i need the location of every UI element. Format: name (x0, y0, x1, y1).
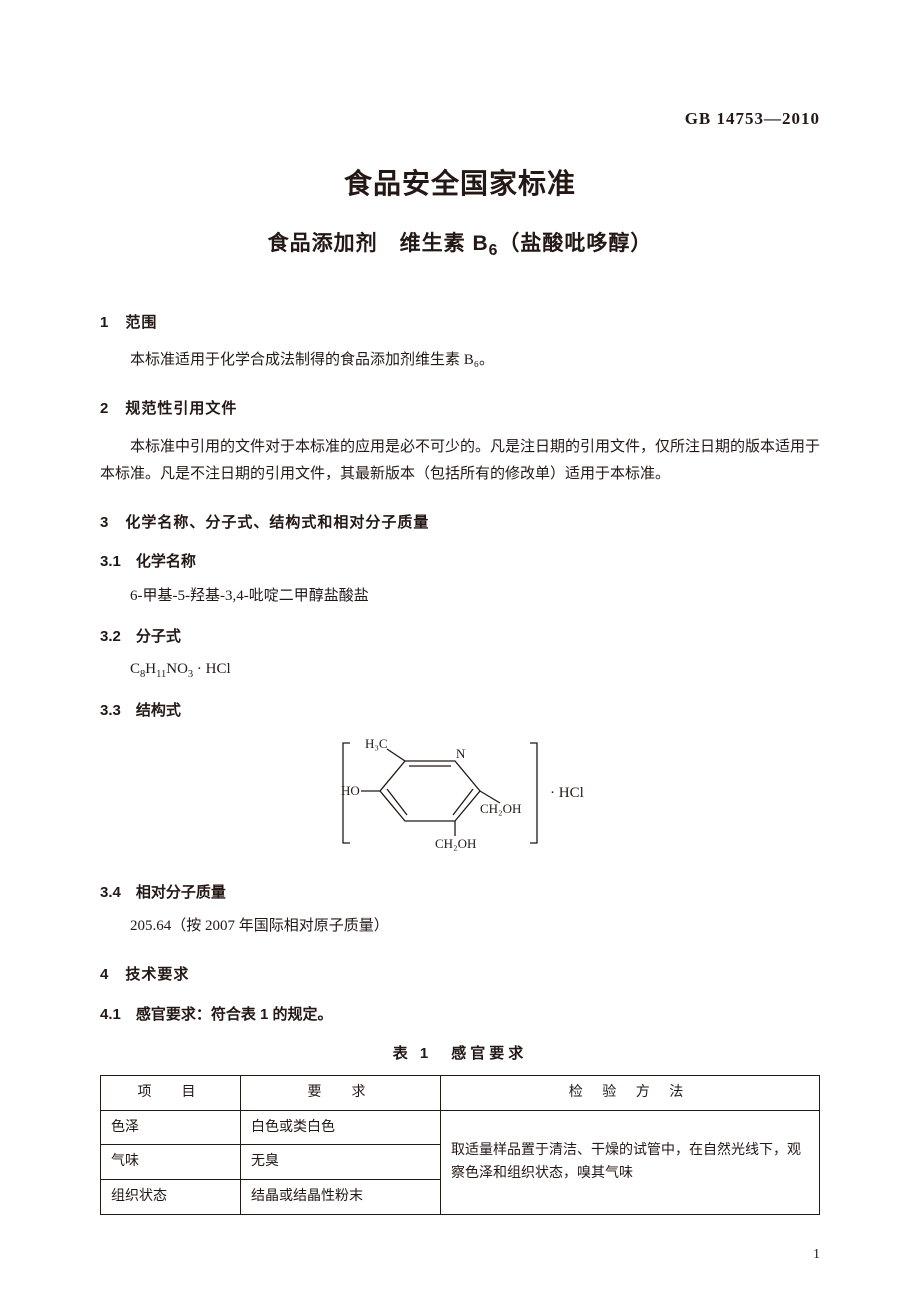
cell-item: 气味 (101, 1145, 241, 1180)
cell-item: 色泽 (101, 1110, 241, 1145)
th-method: 检 验 方 法 (441, 1075, 820, 1110)
section-4-1-heading: 4.1 感官要求：符合表 1 的规定。 (100, 1002, 820, 1028)
content-body: 1 范围 本标准适用于化学合成法制得的食品添加剂维生素 B₆。 2 规范性引用文… (100, 310, 820, 1216)
sub-title-sub: 6 (489, 242, 499, 259)
section-4-heading: 4 技术要求 (100, 962, 820, 988)
label-hcl: · HCl (550, 785, 584, 801)
cell-req: 结晶或结晶性粉末 (241, 1180, 441, 1215)
section-1-body: 本标准适用于化学合成法制得的食品添加剂维生素 B₆。 (100, 347, 820, 374)
structural-formula: H₃C N HO CH₂OH CH₂OH · HCl (100, 731, 820, 866)
sub-title: 食品添加剂 维生素 B6（盐酸吡哆醇） (100, 226, 820, 265)
section-2-body: 本标准中引用的文件对于本标准的应用是必不可少的。凡是注日期的引用文件，仅所注日期… (100, 434, 820, 488)
th-item: 项 目 (101, 1075, 241, 1110)
sub-title-suffix: （盐酸吡哆醇） (498, 232, 652, 255)
table-row: 色泽 白色或类白色 取适量样品置于清洁、干燥的试管中，在自然光线下，观察色泽和组… (101, 1110, 820, 1145)
label-ch2oh-bottom: CH₂OH (435, 836, 476, 851)
section-1-heading: 1 范围 (100, 310, 820, 336)
label-ho: HO (341, 783, 360, 798)
th-req: 要 求 (241, 1075, 441, 1110)
label-ch2oh-right: CH₂OH (480, 801, 521, 816)
main-title: 食品安全国家标准 (100, 160, 820, 208)
page-number: 1 (813, 1243, 820, 1267)
section-3-4-heading: 3.4 相对分子质量 (100, 880, 820, 906)
cell-item: 组织状态 (101, 1180, 241, 1215)
document-code: GB 14753—2010 (685, 105, 820, 134)
section-3-4-body: 205.64（按 2007 年国际相对原子质量） (100, 913, 820, 940)
label-h3c: H₃C (365, 736, 388, 751)
cell-method-merged: 取适量样品置于清洁、干燥的试管中，在自然光线下，观察色泽和组织状态，嗅其气味 (441, 1110, 820, 1214)
section-3-1-body: 6-甲基-5-羟基-3,4-吡啶二甲醇盐酸盐 (100, 583, 820, 610)
molecular-formula: C8H11NO3 · HCl (100, 657, 820, 684)
structure-svg: H₃C N HO CH₂OH CH₂OH · HCl (295, 731, 625, 856)
section-2-heading: 2 规范性引用文件 (100, 396, 820, 422)
table-header-row: 项 目 要 求 检 验 方 法 (101, 1075, 820, 1110)
sub-title-prefix: 食品添加剂 维生素 B (268, 232, 489, 255)
section-3-1-heading: 3.1 化学名称 (100, 549, 820, 575)
cell-req: 无臭 (241, 1145, 441, 1180)
section-3-heading: 3 化学名称、分子式、结构式和相对分子质量 (100, 510, 820, 536)
label-n: N (456, 746, 466, 761)
section-3-3-heading: 3.3 结构式 (100, 698, 820, 724)
table-1: 项 目 要 求 检 验 方 法 色泽 白色或类白色 取适量样品置于清洁、干燥的试… (100, 1075, 820, 1215)
section-3-2-heading: 3.2 分子式 (100, 624, 820, 650)
table-1-title: 表 1 感官要求 (100, 1041, 820, 1067)
cell-req: 白色或类白色 (241, 1110, 441, 1145)
